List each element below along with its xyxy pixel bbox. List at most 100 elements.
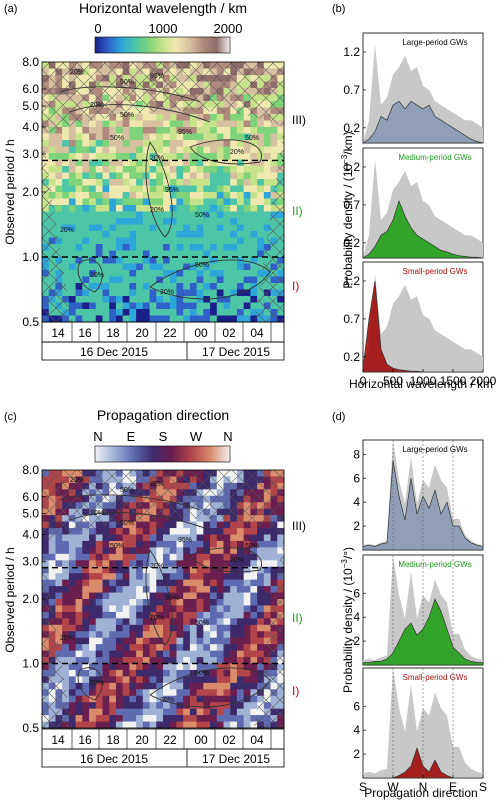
heatmap-cell (169, 644, 177, 652)
heatmap-cell (142, 528, 151, 535)
heatmap-cell (129, 198, 137, 206)
heatmap-cell (115, 695, 124, 703)
heatmap-cell (102, 586, 110, 594)
heatmap-cell (95, 185, 103, 193)
heatmap-cell (243, 140, 251, 147)
heatmap-cell (236, 127, 245, 134)
heatmap-cell (183, 224, 191, 232)
heatmap-cell (82, 579, 90, 587)
heatmap-cell (257, 205, 265, 212)
heatmap-cell (163, 315, 171, 323)
heatmap-cell (277, 540, 285, 548)
panel-a-region-II: II) (292, 204, 303, 218)
heatmap-cell (95, 276, 103, 284)
heatmap-cell (89, 676, 97, 684)
heatmap-cell (122, 695, 130, 703)
heatmap-cell (257, 534, 265, 542)
heatmap-cell (196, 146, 204, 154)
heatmap-cell (210, 663, 218, 671)
heatmap-cell (75, 721, 83, 729)
heatmap-cell (102, 650, 110, 658)
heatmap-cell (68, 540, 77, 548)
heatmap-cell (136, 695, 144, 703)
heatmap-cell (75, 586, 83, 594)
heatmap-cell (257, 611, 265, 619)
heatmap-cell (75, 605, 83, 613)
heatmap-cell (189, 553, 198, 561)
heatmap-cell (196, 315, 204, 323)
heatmap-cell (169, 695, 177, 703)
heatmap-cell (75, 650, 83, 658)
heatmap-cell (223, 605, 231, 613)
heatmap-cell (68, 205, 77, 212)
heatmap-cell (122, 224, 130, 232)
contour-label: 50% (120, 79, 134, 86)
heatmap-cell (95, 289, 103, 297)
heatmap-cell (176, 605, 184, 613)
heatmap-cell (250, 127, 258, 134)
heatmap-cell (149, 218, 157, 225)
y-tick-label: 4.0 (22, 528, 39, 542)
heatmap-cell (62, 270, 70, 277)
heatmap-cell (136, 250, 144, 258)
heatmap-cell (210, 120, 218, 128)
heatmap-cell (230, 695, 238, 703)
heatmap-cell (122, 702, 130, 710)
heatmap-cell (257, 637, 265, 645)
heatmap-cell (176, 540, 184, 548)
heatmap-cell (196, 553, 204, 561)
heatmap-cell (203, 586, 211, 594)
heatmap-cell (183, 573, 191, 581)
heatmap-cell (210, 289, 218, 297)
heatmap-cell (129, 521, 137, 529)
heatmap-cell (216, 205, 224, 212)
heatmap-cell (183, 289, 191, 297)
heatmap-cell (216, 657, 224, 664)
heatmap-cell (223, 302, 231, 310)
heatmap-cell (68, 289, 77, 297)
heatmap-cell (109, 296, 117, 303)
heatmap-cell (163, 276, 171, 284)
heatmap-cell (236, 708, 245, 716)
heatmap-cell (163, 133, 171, 141)
heatmap-cell (210, 237, 218, 245)
heatmap-cell (263, 159, 272, 167)
heatmap-cell (142, 127, 151, 134)
heatmap-cell (169, 528, 177, 535)
heatmap-cell (75, 140, 83, 147)
heatmap-cell (169, 205, 177, 212)
heatmap-cell (189, 231, 198, 238)
contour-label: 50% (110, 135, 124, 142)
heatmap-cell (48, 553, 56, 561)
heatmap-cell (142, 244, 151, 251)
heatmap-cell (196, 592, 204, 600)
heatmap-cell (142, 205, 151, 212)
heatmap-cell (62, 140, 70, 147)
heatmap-cell (156, 205, 164, 212)
heatmap-cell (196, 237, 204, 245)
panel-c-colorbar-tick-N1: N (93, 429, 102, 444)
heatmap-cell (149, 146, 157, 154)
heatmap-cell (263, 198, 272, 206)
heatmap-cell (236, 211, 245, 219)
heatmap-cell (82, 185, 90, 193)
heatmap-cell (210, 296, 218, 303)
heatmap-cell (82, 669, 90, 677)
heatmap-cell (109, 631, 117, 639)
heatmap-cell (196, 172, 204, 180)
heatmap-cell (122, 599, 130, 606)
heatmap-cell (223, 244, 231, 251)
density-x-tick-label: S (479, 780, 487, 794)
y-tick-label: 4.0 (22, 120, 39, 134)
heatmap-cell (243, 159, 251, 167)
heatmap-cell (89, 553, 97, 561)
heatmap-cell (263, 127, 272, 134)
heatmap-cell (129, 224, 137, 232)
heatmap-cell (230, 682, 238, 690)
heatmap-cell (210, 611, 218, 619)
heatmap-cell (82, 179, 90, 186)
panel-a-region-I: I) (292, 279, 299, 293)
heatmap-cell (203, 120, 211, 128)
heatmap-cell (250, 631, 258, 639)
heatmap-cell (203, 540, 211, 548)
